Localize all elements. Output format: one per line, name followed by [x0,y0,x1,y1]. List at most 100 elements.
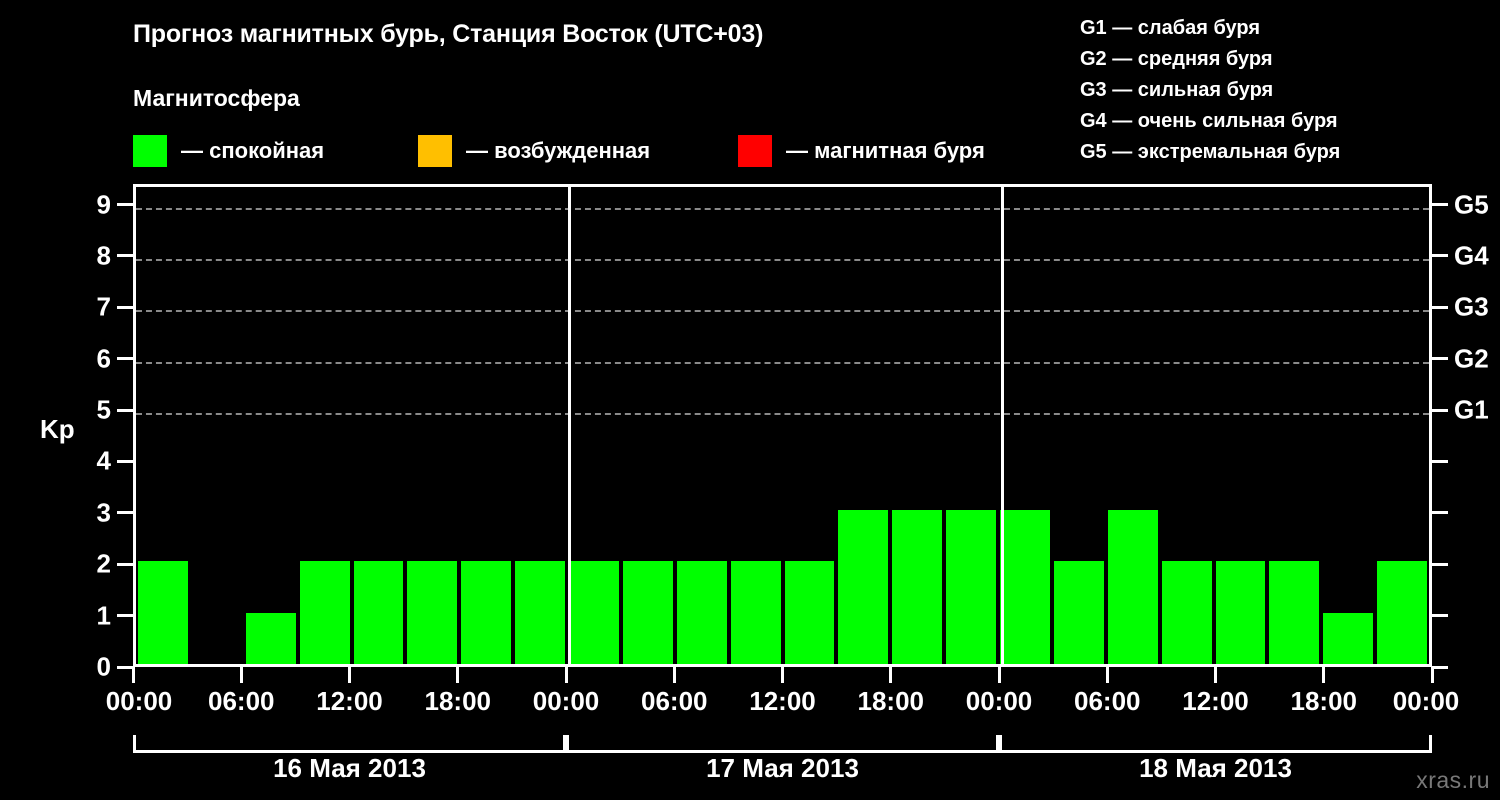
y-tick-right-6 [1432,357,1448,361]
bar [892,509,943,664]
bar [1161,561,1212,664]
x-axis-ticks [0,667,1500,685]
date-bracket-3 [999,735,1432,753]
bar [1053,561,1104,664]
y-tick-right-7 [1432,305,1448,309]
bar-slot [513,187,567,664]
y-label-left-8: 8 [96,240,111,271]
y-label-left-4: 4 [96,445,111,476]
plot-area [133,184,1432,667]
page-title: Прогноз магнитных бурь, Станция Восток (… [133,20,764,48]
x-label-1: 06:00 [208,686,275,716]
gridline-kp-9 [136,207,1429,210]
y-tick-right-9 [1432,203,1448,207]
bar [138,561,188,664]
y-label-right-g2: G2 [1454,343,1489,374]
bar-slot [136,187,190,664]
x-label-7: 18:00 [857,686,925,716]
gridline-kp-5 [136,413,1429,416]
gridline-kp-7 [136,310,1429,313]
bar-slot [459,187,513,664]
bar [461,561,512,664]
y-tick-left-5 [117,408,133,412]
legend-entry-1: — спокойная [133,133,324,169]
legend-entry-label: — спокойная [181,138,325,163]
bar-slot [352,187,406,664]
x-label-0: 00:00 [105,686,173,716]
gridline-kp-8 [136,258,1429,261]
bar [1323,612,1374,664]
bar [353,561,404,664]
y-label-right-g1: G1 [1454,394,1489,425]
x-label-9: 06:00 [1074,686,1141,716]
legend-entry-3: — магнитная буря [738,133,985,169]
x-axis-labels: 00:00 06:00 12:00 18:00 00:00 06:00 12:00 18:00… [0,686,1500,720]
y-label-left-1: 1 [96,600,111,631]
y-tick-right-4 [1432,459,1448,463]
bar [1215,561,1266,664]
bar-slot [1267,187,1321,664]
x-tick-3 [456,667,460,683]
date-label-3: 18 Мая 2013 [1139,753,1292,783]
y-label-left-0: 0 [96,651,111,682]
bar-slot [567,187,621,664]
legend-entry-label: — магнитная буря [786,138,985,163]
y-label-right-g5: G5 [1454,189,1489,220]
date-brackets [0,735,1500,757]
day-separator-1 [567,187,571,664]
x-tick-6 [781,667,784,683]
y-label-left-9: 9 [96,189,111,220]
bar-slot [890,187,944,664]
bar [515,561,565,664]
y-label-left-7: 7 [96,291,111,322]
y-tick-left-0 [117,665,133,669]
y-tick-right-0 [1432,665,1448,669]
y-tick-left-3 [117,511,133,515]
y-axis-right: G1 G2 G3 G4 G5 [1432,184,1500,669]
x-label-8: 00:00 [965,686,1033,716]
y-tick-left-1 [117,614,133,618]
date-labels: 16 Мая 2013 17 Мая 2013 18 Мая 2013 [0,753,1500,789]
legend-entry-label: — возбужденная [466,138,651,163]
legend-swatch-storm [738,135,772,167]
y-label-right-g4: G4 [1454,240,1489,271]
y-tick-left-7 [117,305,133,309]
x-tick-10 [1214,667,1217,683]
bar-slot [244,187,298,664]
gscale-row-g1: G1 — слабая буря [1080,17,1261,39]
bar-slot [1160,187,1214,664]
bar-slot [298,187,352,664]
legend-swatch-unsettled [418,135,452,167]
legend-entry-2: — возбужденная [418,133,650,169]
y-tick-left-8 [117,254,133,258]
bar-slot [405,187,459,664]
bar [730,561,781,664]
gridline-kp-6 [136,361,1429,364]
y-label-right-g3: G3 [1454,291,1489,322]
day-separators [136,187,1429,664]
y-tick-left-2 [117,562,133,566]
y-tick-right-1 [1432,614,1448,618]
x-tick-0 [131,667,135,683]
bar [784,561,835,664]
x-tick-4 [564,667,568,683]
gscale-legend: G1 — слабая буря G2 — средняя буря G3 — си… [1080,13,1500,168]
date-label-1: 16 Мая 2013 [273,753,426,783]
x-tick-1 [239,667,243,683]
x-label-2: 12:00 [316,686,383,716]
bar [1377,561,1427,664]
gscale-row-g5: G5 — экстремальная буря [1080,141,1341,163]
date-bracket-2 [566,735,999,753]
x-label-11: 18:00 [1290,686,1358,716]
x-label-6: 12:00 [749,686,816,716]
bar-slot [1214,187,1268,664]
x-label-12: 00:00 [1392,686,1460,716]
gridlines [136,187,1429,664]
gscale-row-g3: G3 — сильная буря [1080,79,1274,101]
bar [622,561,673,664]
magnetosphere-heading: Магнитосфера [133,85,300,111]
y-axis-title: Kp [40,414,75,444]
bar-slot [729,187,783,664]
y-tick-left-9 [117,203,133,207]
y-axis-left: 0 1 2 3 4 5 6 7 8 9 [0,184,133,682]
